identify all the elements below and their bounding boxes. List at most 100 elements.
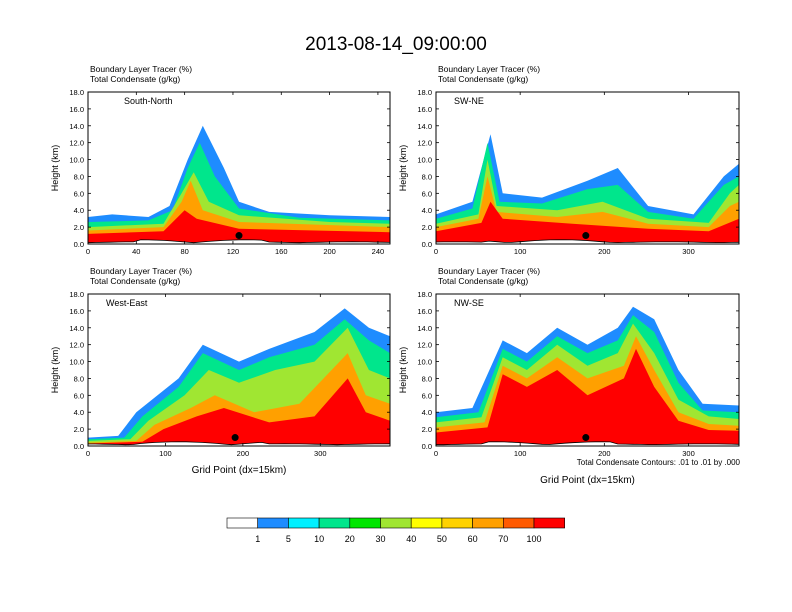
y-tick-label: 10.0 bbox=[417, 358, 432, 367]
colorbar-swatch bbox=[380, 517, 412, 529]
colorbar-label: 70 bbox=[498, 534, 508, 544]
y-tick-label: 16.0 bbox=[69, 307, 84, 316]
panel-sw-ne: 0.0 2.0 4.0 6.0 8.0 10.0 12.0 14.0 16.0 18.0 0 100 2… bbox=[398, 64, 740, 256]
y-tick-label: 14.0 bbox=[69, 324, 84, 333]
figure-title: 2013-08-14_09:00:00 bbox=[305, 34, 487, 55]
colorbar-label: 10 bbox=[314, 534, 324, 544]
plot-frame bbox=[435, 293, 740, 447]
y-tick-label: 18.0 bbox=[417, 88, 432, 97]
y-tick-label: 4.0 bbox=[422, 206, 432, 215]
colorbar-label: 1 bbox=[255, 534, 260, 544]
x-tick-label: 100 bbox=[514, 449, 527, 458]
x-tick-label: 160 bbox=[275, 247, 288, 256]
y-tick-label: 4.0 bbox=[74, 408, 84, 417]
y-tick-label: 0.0 bbox=[74, 442, 84, 451]
cross-section-label: NW-SE bbox=[454, 298, 484, 308]
tracer-layer-4 bbox=[436, 348, 739, 446]
colorbar-label: 30 bbox=[375, 534, 385, 544]
x-tick-label: 0 bbox=[434, 247, 438, 256]
x-tick-label: 200 bbox=[598, 247, 611, 256]
colorbar-swatch bbox=[533, 517, 566, 529]
contour-footnote: Total Condensate Contours: .01 to .01 by… bbox=[577, 458, 741, 467]
colorbar-swatch bbox=[257, 517, 289, 529]
variable-label: Boundary Layer Tracer (%) bbox=[90, 266, 192, 276]
colorbar-label: 50 bbox=[437, 534, 447, 544]
y-tick-label: 2.0 bbox=[74, 425, 84, 434]
tracer-layer-4 bbox=[88, 210, 390, 244]
colorbar-swatch bbox=[318, 517, 351, 529]
tracer-field bbox=[436, 92, 739, 244]
colorbar-swatch bbox=[349, 517, 381, 529]
tracer-field bbox=[88, 92, 390, 244]
colorbar-label: 20 bbox=[345, 534, 355, 544]
y-tick-label: 18.0 bbox=[69, 88, 84, 97]
colorbar-swatch bbox=[441, 517, 473, 529]
variable-label: Total Condensate (g/kg) bbox=[90, 74, 180, 84]
colorbar-swatch bbox=[472, 517, 504, 529]
terrain bbox=[88, 239, 390, 244]
y-tick-label: 18.0 bbox=[417, 290, 432, 299]
tracer-layer-3 bbox=[88, 180, 390, 244]
y-tick-label: 10.0 bbox=[69, 156, 84, 165]
y-tick-label: 10.0 bbox=[69, 358, 84, 367]
x-tick-label: 100 bbox=[514, 247, 527, 256]
variable-label: Boundary Layer Tracer (%) bbox=[90, 64, 192, 74]
y-tick-label: 12.0 bbox=[417, 139, 432, 148]
y-tick-label: 8.0 bbox=[74, 374, 84, 383]
y-tick-label: 12.0 bbox=[69, 341, 84, 350]
x-tick-label: 0 bbox=[86, 247, 90, 256]
colorbar-swatch bbox=[410, 517, 443, 529]
terrain bbox=[436, 239, 739, 244]
terrain bbox=[436, 441, 739, 446]
cross-section-label: West-East bbox=[106, 298, 148, 308]
y-tick-label: 14.0 bbox=[417, 324, 432, 333]
y-tick-label: 6.0 bbox=[422, 391, 432, 400]
x-tick-label: 80 bbox=[180, 247, 188, 256]
variable-label: Total Condensate (g/kg) bbox=[438, 74, 528, 84]
location-marker bbox=[235, 232, 243, 240]
x-tick-label: 0 bbox=[86, 449, 90, 458]
cross-section-label: South-North bbox=[124, 96, 173, 106]
variable-label: Boundary Layer Tracer (%) bbox=[438, 266, 540, 276]
plot-frame bbox=[87, 91, 391, 245]
y-tick-label: 6.0 bbox=[74, 189, 84, 198]
tracer-layer-4 bbox=[436, 201, 739, 244]
panel-nw-se: 0.0 2.0 4.0 6.0 8.0 10.0 12.0 14.0 16.0 18.0 0 100 2… bbox=[398, 266, 740, 486]
y-tick-label: 0.0 bbox=[74, 240, 84, 249]
colorbar-swatch bbox=[502, 517, 535, 529]
variable-label: Boundary Layer Tracer (%) bbox=[438, 64, 540, 74]
tracer-field bbox=[436, 294, 739, 446]
plot-frame bbox=[87, 293, 391, 447]
x-tick-label: 300 bbox=[314, 449, 327, 458]
y-tick-label: 12.0 bbox=[69, 139, 84, 148]
x-tick-label: 0 bbox=[434, 449, 438, 458]
y-axis-label: Height (km) bbox=[398, 347, 408, 394]
y-tick-label: 6.0 bbox=[74, 391, 84, 400]
y-axis-label: Height (km) bbox=[50, 145, 60, 192]
y-tick-label: 12.0 bbox=[417, 341, 432, 350]
tracer-layer-1 bbox=[88, 142, 390, 244]
y-tick-label: 8.0 bbox=[422, 374, 432, 383]
plot-frame bbox=[435, 91, 740, 245]
colorbar: 1 5 10 20 30 40 50 60 70 100 bbox=[226, 517, 566, 544]
y-tick-label: 2.0 bbox=[422, 425, 432, 434]
colorbar-label: 5 bbox=[286, 534, 291, 544]
y-tick-label: 18.0 bbox=[69, 290, 84, 299]
panels: 0.0 2.0 4.0 6.0 8.0 10.0 12.0 14.0 16.0 18.0 0 40 80… bbox=[50, 64, 740, 486]
colorbar-label: 60 bbox=[468, 534, 478, 544]
x-axis-label: Grid Point (dx=15km) bbox=[540, 475, 635, 486]
x-tick-label: 300 bbox=[682, 247, 695, 256]
colorbar-label: 100 bbox=[526, 534, 541, 544]
colorbar-swatch bbox=[226, 517, 259, 529]
x-tick-label: 40 bbox=[132, 247, 140, 256]
x-tick-label: 200 bbox=[598, 449, 611, 458]
y-tick-label: 14.0 bbox=[417, 122, 432, 131]
y-tick-label: 2.0 bbox=[422, 223, 432, 232]
y-tick-label: 4.0 bbox=[74, 206, 84, 215]
x-tick-label: 240 bbox=[372, 247, 385, 256]
y-tick-label: 8.0 bbox=[422, 172, 432, 181]
colorbar-swatch bbox=[288, 517, 320, 529]
y-tick-label: 14.0 bbox=[69, 122, 84, 131]
y-tick-label: 4.0 bbox=[422, 408, 432, 417]
